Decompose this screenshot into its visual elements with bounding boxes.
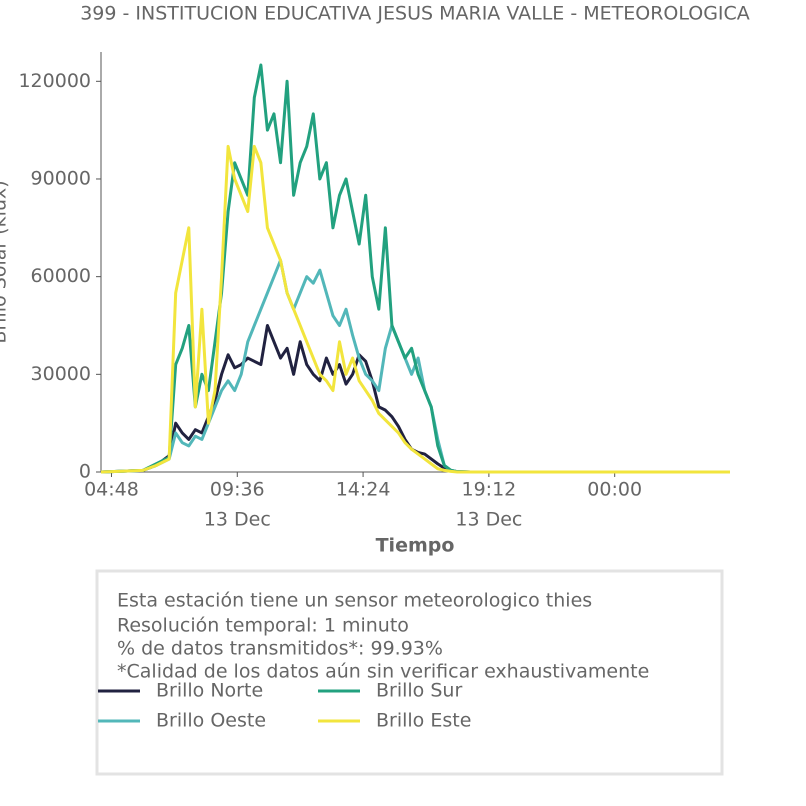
legend-label: Brillo Sur: [376, 680, 462, 702]
y-tick-label: 60000: [31, 265, 91, 287]
note-line: Esta estación tiene un sensor meteorolog…: [117, 590, 592, 612]
x-tick-label: 19:12: [462, 479, 517, 501]
series-line: [100, 323, 730, 474]
x-tick-label: 09:36: [210, 479, 265, 501]
y-tick-label: 90000: [31, 167, 91, 189]
y-tick-label: 0: [79, 461, 91, 483]
x-tick-sublabel: 13 Dec: [204, 509, 271, 531]
x-tick-sublabel: 13 Dec: [455, 509, 522, 531]
series-line: [100, 258, 730, 474]
legend-label: Brillo Oeste: [156, 710, 266, 732]
x-tick-label: 00:00: [587, 479, 642, 501]
series-line: [100, 144, 730, 474]
note-line: *Calidad de los datos aún sin verificar …: [117, 661, 649, 683]
note-line: Resolución temporal: 1 minuto: [117, 615, 409, 637]
legend-label: Brillo Este: [376, 710, 471, 732]
note-line: % de datos transmitidos*: 99.93%: [117, 638, 443, 660]
x-tick-label: 04:48: [84, 479, 139, 501]
x-axis-label: Tiempo: [376, 535, 455, 557]
y-tick-label: 120000: [18, 70, 91, 92]
series-line: [100, 63, 730, 474]
y-axis-label: Brillo Solar (klux): [0, 180, 11, 343]
x-tick-label: 14:24: [336, 479, 391, 501]
chart-title: 399 - INSTITUCION EDUCATIVA JESUS MARIA …: [80, 3, 750, 25]
info-box: [95, 569, 724, 776]
legend-label: Brillo Norte: [156, 680, 263, 702]
y-tick-label: 30000: [31, 363, 91, 385]
